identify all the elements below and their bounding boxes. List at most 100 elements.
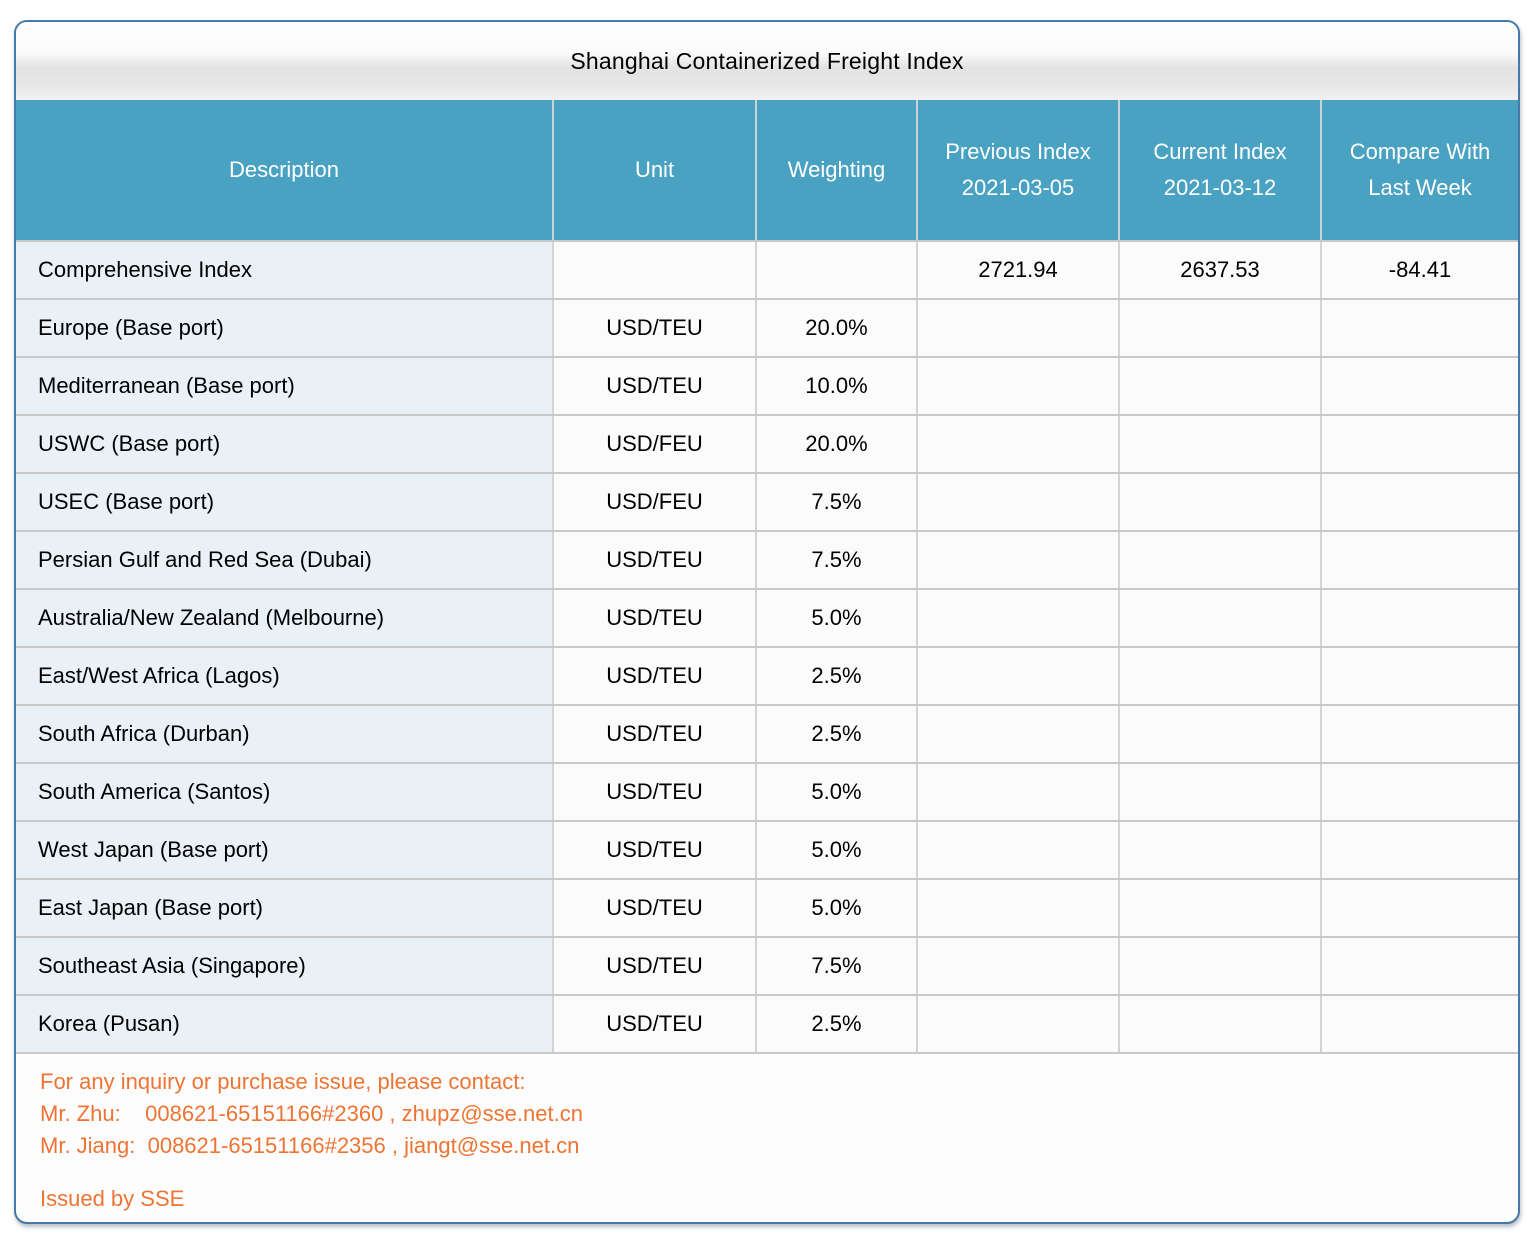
- cell-current: [1119, 589, 1322, 648]
- cell-unit: USD/FEU: [553, 473, 757, 532]
- contact-line-jiang: Mr. Jiang: 008621-65151166#2356 , jiangt…: [40, 1133, 580, 1158]
- cell-previous: 2721.94: [917, 241, 1120, 300]
- cell-previous: [917, 937, 1120, 996]
- col-header-previous-index: Previous Index 2021-03-05: [917, 100, 1120, 242]
- contact-intro: For any inquiry or purchase issue, pleas…: [40, 1069, 526, 1094]
- cell-compare: [1321, 299, 1518, 358]
- title-bar: Shanghai Containerized Freight Index: [16, 22, 1518, 100]
- cell-unit: USD/TEU: [553, 705, 757, 764]
- cell-description: South America (Santos): [16, 763, 554, 822]
- table-row: Europe (Base port) USD/TEU 20.0%: [16, 299, 1518, 358]
- cell-compare: -84.41: [1321, 241, 1518, 300]
- cell-unit: USD/TEU: [553, 299, 757, 358]
- cell-compare: [1321, 647, 1518, 706]
- cell-weighting: 2.5%: [756, 995, 918, 1054]
- cell-description: Europe (Base port): [16, 299, 554, 358]
- table-body: Comprehensive Index 2721.94 2637.53 -84.41 E…: [16, 241, 1518, 1054]
- col-header-compare: Compare With Last Week: [1321, 100, 1518, 242]
- cell-compare: [1321, 531, 1518, 590]
- cell-current: [1119, 879, 1322, 938]
- cell-weighting: [756, 241, 918, 300]
- cell-description: Australia/New Zealand (Melbourne): [16, 589, 554, 648]
- cell-description: USWC (Base port): [16, 415, 554, 474]
- cell-previous: [917, 415, 1120, 474]
- cell-compare: [1321, 473, 1518, 532]
- cell-current: [1119, 647, 1322, 706]
- cell-unit: USD/TEU: [553, 995, 757, 1054]
- cell-description: Southeast Asia (Singapore): [16, 937, 554, 996]
- cell-compare: [1321, 705, 1518, 764]
- cell-unit: USD/FEU: [553, 415, 757, 474]
- col-header-weighting: Weighting: [756, 100, 918, 242]
- table-row: Persian Gulf and Red Sea (Dubai) USD/TEU 7…: [16, 531, 1518, 590]
- cell-current: [1119, 937, 1322, 996]
- cell-current: [1119, 821, 1322, 880]
- cell-current: [1119, 995, 1322, 1054]
- cell-previous: [917, 705, 1120, 764]
- table-row: Southeast Asia (Singapore) USD/TEU 7.5%: [16, 937, 1518, 996]
- table-row: East Japan (Base port) USD/TEU 5.0%: [16, 879, 1518, 938]
- cell-description: USEC (Base port): [16, 473, 554, 532]
- cell-unit: USD/TEU: [553, 531, 757, 590]
- cell-description: Comprehensive Index: [16, 241, 554, 300]
- cell-unit: USD/TEU: [553, 763, 757, 822]
- report-panel: Shanghai Containerized Freight Index Des…: [14, 20, 1520, 1224]
- cell-weighting: 5.0%: [756, 589, 918, 648]
- cell-current: [1119, 473, 1322, 532]
- cell-unit: USD/TEU: [553, 589, 757, 648]
- cell-previous: [917, 299, 1120, 358]
- cell-weighting: 5.0%: [756, 821, 918, 880]
- table-row: USEC (Base port) USD/FEU 7.5%: [16, 473, 1518, 532]
- cell-compare: [1321, 357, 1518, 416]
- table-row: Comprehensive Index 2721.94 2637.53 -84.41: [16, 241, 1518, 300]
- cell-current: 2637.53: [1119, 241, 1322, 300]
- cell-description: East Japan (Base port): [16, 879, 554, 938]
- cell-weighting: 7.5%: [756, 937, 918, 996]
- cell-current: [1119, 299, 1322, 358]
- table-row: South America (Santos) USD/TEU 5.0%: [16, 763, 1518, 822]
- table-row: Mediterranean (Base port) USD/TEU 10.0%: [16, 357, 1518, 416]
- contact-footer: For any inquiry or purchase issue, pleas…: [16, 1054, 1518, 1215]
- cell-previous: [917, 473, 1120, 532]
- cell-previous: [917, 531, 1120, 590]
- cell-description: Persian Gulf and Red Sea (Dubai): [16, 531, 554, 590]
- cell-weighting: 10.0%: [756, 357, 918, 416]
- cell-description: East/West Africa (Lagos): [16, 647, 554, 706]
- cell-weighting: 5.0%: [756, 763, 918, 822]
- cell-weighting: 20.0%: [756, 299, 918, 358]
- cell-previous: [917, 821, 1120, 880]
- cell-previous: [917, 357, 1120, 416]
- issued-by: Issued by SSE: [40, 1186, 185, 1211]
- cell-current: [1119, 705, 1322, 764]
- cell-current: [1119, 357, 1322, 416]
- cell-unit: USD/TEU: [553, 357, 757, 416]
- cell-compare: [1321, 415, 1518, 474]
- table-row: East/West Africa (Lagos) USD/TEU 2.5%: [16, 647, 1518, 706]
- table-header-row: Description Unit Weighting Previous Inde…: [16, 100, 1518, 242]
- cell-description: Korea (Pusan): [16, 995, 554, 1054]
- cell-weighting: 2.5%: [756, 705, 918, 764]
- cell-unit: USD/TEU: [553, 647, 757, 706]
- table-row: South Africa (Durban) USD/TEU 2.5%: [16, 705, 1518, 764]
- freight-index-table: Description Unit Weighting Previous Inde…: [16, 100, 1518, 1054]
- cell-unit: USD/TEU: [553, 821, 757, 880]
- table-row: USWC (Base port) USD/FEU 20.0%: [16, 415, 1518, 474]
- col-header-current-index: Current Index 2021-03-12: [1119, 100, 1322, 242]
- cell-weighting: 5.0%: [756, 879, 918, 938]
- cell-current: [1119, 415, 1322, 474]
- table-row: West Japan (Base port) USD/TEU 5.0%: [16, 821, 1518, 880]
- cell-previous: [917, 589, 1120, 648]
- table-row: Korea (Pusan) USD/TEU 2.5%: [16, 995, 1518, 1054]
- page-title: Shanghai Containerized Freight Index: [570, 47, 964, 74]
- cell-weighting: 20.0%: [756, 415, 918, 474]
- cell-compare: [1321, 995, 1518, 1054]
- table-row: Australia/New Zealand (Melbourne) USD/TEU…: [16, 589, 1518, 648]
- cell-compare: [1321, 821, 1518, 880]
- col-header-description: Description: [16, 100, 554, 242]
- cell-weighting: 2.5%: [756, 647, 918, 706]
- cell-compare: [1321, 589, 1518, 648]
- cell-description: Mediterranean (Base port): [16, 357, 554, 416]
- cell-compare: [1321, 763, 1518, 822]
- cell-unit: [553, 241, 757, 300]
- cell-unit: USD/TEU: [553, 937, 757, 996]
